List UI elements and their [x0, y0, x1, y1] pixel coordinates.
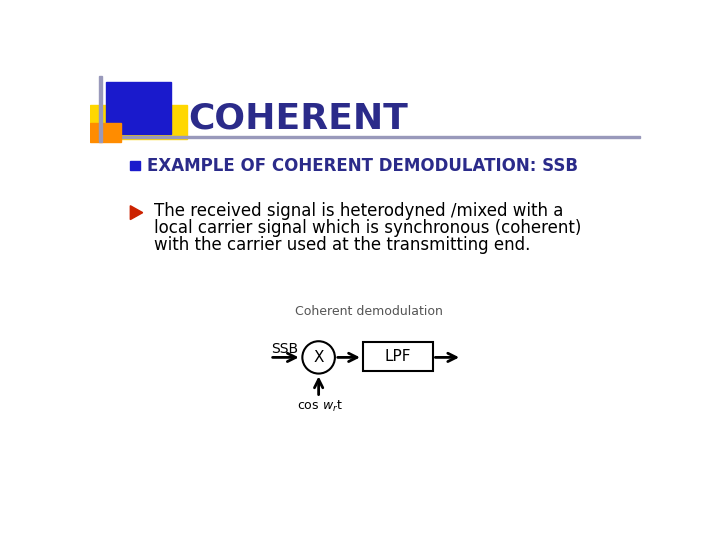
Text: local carrier signal which is synchronous (coherent): local carrier signal which is synchronou… — [154, 219, 582, 237]
Text: cos $w_r$t: cos $w_r$t — [297, 399, 343, 414]
Text: LPF: LPF — [384, 349, 411, 364]
Bar — [90, 105, 187, 139]
Bar — [90, 123, 121, 142]
Bar — [363, 342, 433, 372]
Bar — [99, 76, 102, 142]
Bar — [130, 161, 140, 170]
Text: Coherent demodulation: Coherent demodulation — [295, 305, 443, 318]
Text: X: X — [313, 350, 324, 365]
Polygon shape — [130, 206, 143, 220]
Text: COHERENT: COHERENT — [189, 102, 408, 136]
Text: EXAMPLE OF COHERENT DEMODULATION: SSB: EXAMPLE OF COHERENT DEMODULATION: SSB — [147, 158, 577, 176]
Text: SSB: SSB — [271, 342, 299, 356]
Bar — [106, 82, 171, 134]
Text: The received signal is heterodyned /mixed with a: The received signal is heterodyned /mixe… — [154, 202, 564, 220]
Bar — [90, 137, 640, 138]
Text: with the carrier used at the transmitting end.: with the carrier used at the transmittin… — [154, 236, 531, 254]
